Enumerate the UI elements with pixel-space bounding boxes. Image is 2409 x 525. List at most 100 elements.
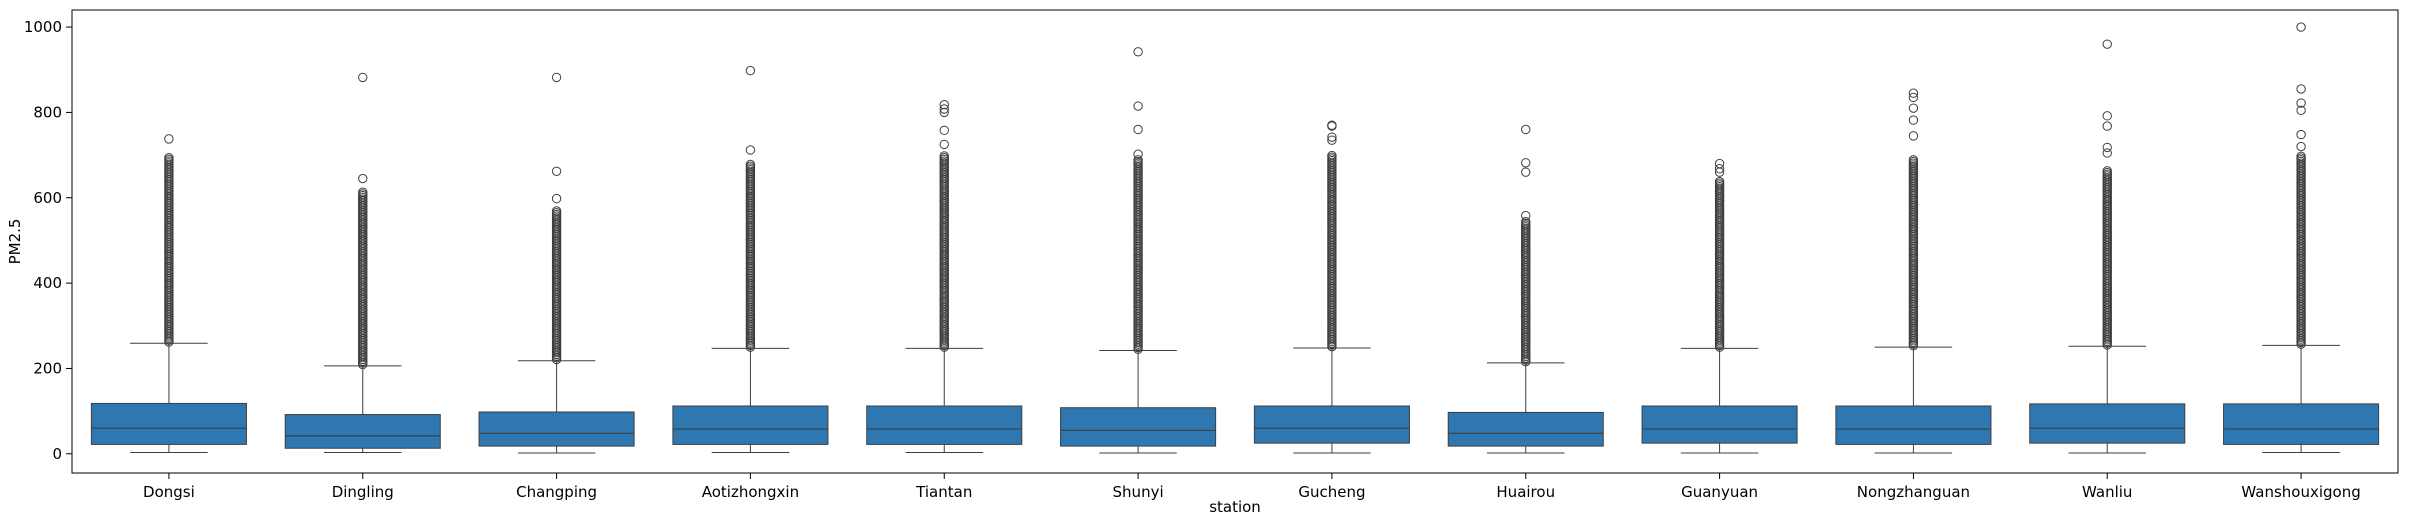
outlier-point [2102,166,2112,176]
outlier-point [939,125,949,136]
box-group [90,134,247,454]
outlier-point [1908,131,1919,141]
outlier-point [2296,151,2306,162]
outlier-point [1327,132,1337,142]
box-group [1641,158,1798,454]
outlier-point [1521,158,1531,168]
outlier-point [551,72,562,83]
x-tick-label: Wanliu [2082,483,2132,501]
x-tick-label: Nongzhanguan [1857,483,1970,501]
x-tick-label: Changping [516,483,597,501]
x-tick-label: Huairou [1496,483,1555,501]
outlier-point [551,193,562,204]
outlier-point [1521,216,1531,227]
outlier-point [939,100,949,110]
axes-frame [71,9,2399,474]
y-tick-label: 0 [52,445,62,463]
y-tick-label: 1000 [24,18,62,36]
iqr-box [90,402,247,445]
box-group [2223,22,2380,454]
outlier-point [745,159,756,170]
iqr-box [1060,407,1217,447]
outlier-point [1133,155,1143,165]
outlier-point [1908,155,1919,165]
outlier-point [551,166,562,177]
outlier-point [1133,47,1143,57]
outlier-point [2296,98,2306,108]
outlier-point [358,173,368,184]
iqr-box [1253,405,1410,444]
y-tick-label: 800 [33,103,62,121]
x-tick-label: Aotizhongxin [702,483,799,501]
box-group [1253,120,1410,454]
outlier-point [1908,115,1919,125]
outlier-point [2102,148,2112,158]
outlier-point [1133,124,1143,135]
outlier-point [2296,84,2306,94]
x-tick-label: Dongsi [143,483,195,501]
outlier-point [1908,92,1919,103]
box-group [2029,39,2186,454]
iqr-box [866,405,1023,445]
outlier-point [358,187,368,197]
outlier-point [1714,158,1725,169]
x-axis-label: station [1209,498,1261,516]
outlier-point [2296,22,2306,32]
outlier-point [745,145,756,155]
y-tick-label: 400 [33,274,62,292]
outlier-point [1521,167,1531,177]
y-axis-label: PM2.5 [6,219,24,265]
iqr-box [2223,403,2380,445]
iqr-box [1641,405,1798,444]
iqr-box [2029,403,2186,444]
outlier-point [745,65,756,76]
outlier-point [1521,210,1531,221]
iqr-box [1447,411,1604,447]
box-group [1447,124,1604,454]
outlier-point [1133,149,1143,159]
outlier-point [551,206,562,216]
outlier-point [1908,88,1919,98]
x-tick-label: Dingling [332,483,394,501]
outlier-point [164,134,174,144]
outlier-point [2102,111,2112,121]
outlier-point [939,107,949,118]
outlier-point [2102,39,2112,49]
x-tick-label: Gucheng [1298,483,1365,501]
outlier-point [2102,121,2112,131]
box-group [866,100,1023,454]
box-group [672,65,829,454]
y-tick-label: 200 [33,359,62,377]
outlier-point [1714,176,1725,187]
y-tick-label: 600 [33,189,62,207]
iqr-box [478,411,635,447]
outlier-point [164,152,174,163]
box-group [1835,88,1992,454]
outlier-point [358,72,368,83]
outlier-point [1327,150,1337,161]
box-group [478,72,635,454]
x-tick-label: Wanshouxigong [2241,483,2360,501]
boxes [90,22,2380,454]
outlier-point [2296,141,2306,152]
outlier-point [1327,120,1337,130]
outlier-point [1714,164,1725,174]
outlier-point [2296,105,2306,115]
x-tick-label: Guanyuan [1681,483,1758,501]
box-group [1060,47,1217,454]
outlier-point [1327,135,1337,145]
x-tick-label: Shunyi [1113,483,1164,501]
outlier-point [2296,129,2306,140]
box-group [284,72,441,454]
outlier-point [1908,103,1919,113]
iqr-box [1835,405,1992,445]
axes: 0 200 400 600 800 1000 Dongsi Dingling Changping… [24,9,2399,501]
outlier-point [939,104,949,114]
iqr-box [284,414,441,449]
outlier-point [2102,142,2112,153]
outlier-point [1521,124,1531,135]
outlier-point [939,151,949,161]
outlier-point [1133,101,1143,111]
x-tick-label: Tiantan [915,483,972,501]
